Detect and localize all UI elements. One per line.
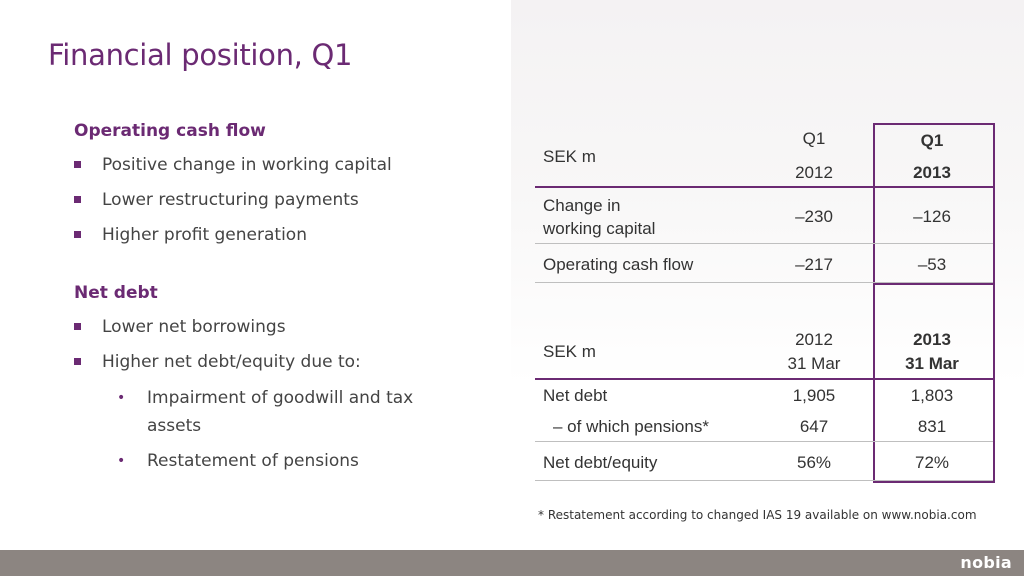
table2-header-label: SEK m <box>543 342 596 361</box>
bullet-text: Higher profit generation <box>102 225 307 245</box>
left-content: Operating cash flow Positive change in w… <box>74 118 494 482</box>
table1-row-value-2013: –126 <box>913 207 951 226</box>
sub-bullet-item: • Restatement of pensions <box>74 447 494 475</box>
row-divider <box>535 243 993 244</box>
table2-row-value-2013: 831 <box>917 417 947 436</box>
bullet-item: Higher net debt/equity due to: <box>74 349 494 384</box>
table1-row-value-2012: –230 <box>795 207 833 226</box>
table1-header-label: SEK m <box>543 147 596 166</box>
table1-header-divider <box>535 186 993 188</box>
table2-row-label: Net debt <box>543 386 608 405</box>
bullet-text: Positive change in working capital <box>102 155 392 175</box>
table2-row-label: Net debt/equity <box>543 453 658 472</box>
table1-col2013-line2: 2013 <box>913 163 951 182</box>
table1-col2012-line2: 2012 <box>795 163 833 182</box>
sub-bullet-text: Restatement of pensions <box>147 451 359 471</box>
row-label-line1: Change in <box>543 196 621 215</box>
dot-bullet-icon: • <box>117 390 126 406</box>
table2-row-value-2012: 56% <box>796 453 832 472</box>
row-label-line2: working capital <box>543 219 656 238</box>
table2-col2013-line1: 2013 <box>913 330 951 349</box>
footer-bar: nobia <box>0 550 1024 576</box>
nobia-logo: nobia <box>960 553 1012 572</box>
table2-row-value-2013: 72% <box>914 453 950 472</box>
slide-title: Financial position, Q1 <box>48 38 353 72</box>
bullet-text: Higher net debt/equity due to: <box>102 352 361 372</box>
bullet-item: Higher profit generation <box>74 222 494 257</box>
square-bullet-icon <box>74 196 81 203</box>
row-divider <box>535 282 993 283</box>
table1-row-label: Change in working capital <box>543 194 655 240</box>
sub-bullet-item: • Impairment of goodwill and tax assets <box>74 384 447 440</box>
right-panel-background <box>511 0 1024 550</box>
bullet-item: Lower net borrowings <box>74 314 494 349</box>
bullet-text: Lower net borrowings <box>102 317 286 337</box>
table2-row-value-2012: 1,905 <box>792 386 836 405</box>
highlight-column-2013-table2 <box>873 283 995 483</box>
footnote: * Restatement according to changed IAS 1… <box>538 508 977 522</box>
table2-row-value-2013: 1,803 <box>910 386 954 405</box>
table2-row-label: – of which pensions* <box>553 417 709 436</box>
table1-col2013-line1: Q1 <box>920 131 944 150</box>
table2-col2013-line2: 31 Mar <box>905 354 959 373</box>
bullet-item: Lower restructuring payments <box>74 187 494 222</box>
square-bullet-icon <box>74 231 81 238</box>
table-bottom-divider <box>535 480 993 481</box>
table2-row-value-2012: 647 <box>799 417 829 436</box>
section-heading-net-debt: Net debt <box>74 283 158 303</box>
table1-col2012-line1: Q1 <box>802 129 826 148</box>
table2-col2012-line1: 2012 <box>795 330 833 349</box>
table1-row-value-2012: –217 <box>795 255 833 274</box>
section-heading-operating-cash-flow: Operating cash flow <box>74 121 266 141</box>
square-bullet-icon <box>74 161 81 168</box>
row-divider <box>535 441 993 442</box>
bullet-item: Positive change in working capital <box>74 152 494 187</box>
dot-bullet-icon: • <box>117 453 126 469</box>
sub-bullet-text: Impairment of goodwill and tax assets <box>147 388 414 436</box>
table1-row-label: Operating cash flow <box>543 255 694 274</box>
table2-col2012-line2: 31 Mar <box>787 354 841 373</box>
table2-header-divider <box>535 378 993 380</box>
table1-row-value-2013: –53 <box>917 255 947 274</box>
square-bullet-icon <box>74 358 81 365</box>
square-bullet-icon <box>74 323 81 330</box>
bullet-text: Lower restructuring payments <box>102 190 359 210</box>
